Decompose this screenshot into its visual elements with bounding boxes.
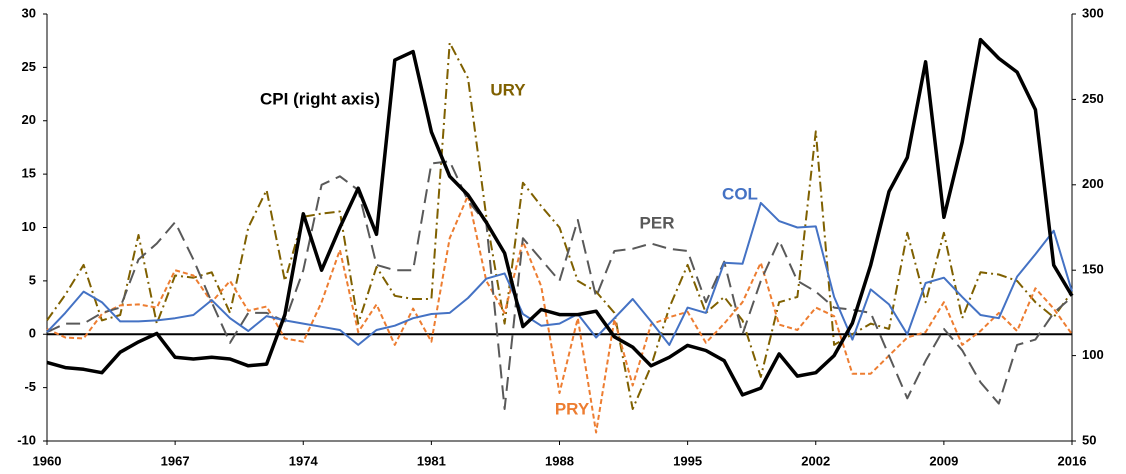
x-tick-label: 1974 <box>289 453 319 468</box>
x-tick-label: 1988 <box>545 453 574 468</box>
y-tick-label: 30 <box>22 5 36 20</box>
y-tick-label: -5 <box>24 379 36 394</box>
annotation: CPI (right axis) <box>260 89 380 108</box>
y-tick-label: 15 <box>22 166 36 181</box>
y2-tick-label: 300 <box>1082 5 1104 20</box>
x-tick-label: 2009 <box>929 453 958 468</box>
x-tick-label: 1981 <box>417 453 446 468</box>
y2-tick-label: 200 <box>1082 176 1104 191</box>
y-tick-label: 20 <box>22 112 36 127</box>
series-line <box>46 201 1073 346</box>
x-tick-label: 1967 <box>161 453 190 468</box>
annotation: PER <box>640 213 675 232</box>
y2-tick-label: 150 <box>1082 262 1104 277</box>
y2-tick-label: 50 <box>1082 432 1096 447</box>
y-tick-label: 10 <box>22 219 36 234</box>
series-line <box>46 160 1073 410</box>
x-tick-label: 1995 <box>673 453 702 468</box>
x-tick-label: 2016 <box>1058 453 1087 468</box>
y-tick-label: 5 <box>29 272 36 287</box>
x-tick-label: 2002 <box>801 453 830 468</box>
y-tick-label: 25 <box>22 59 36 74</box>
x-tick-label: 1960 <box>33 453 62 468</box>
annotation: URY <box>490 80 526 99</box>
y2-tick-label: 100 <box>1082 347 1104 362</box>
series-line <box>46 37 1074 397</box>
y2-tick-label: 250 <box>1082 91 1104 106</box>
annotation: PRY <box>555 399 590 418</box>
series-line <box>46 41 1073 410</box>
series-line <box>46 194 1073 434</box>
y-tick-label: 0 <box>29 326 36 341</box>
y-tick-label: -10 <box>17 432 36 447</box>
annotation: COL <box>722 184 758 203</box>
